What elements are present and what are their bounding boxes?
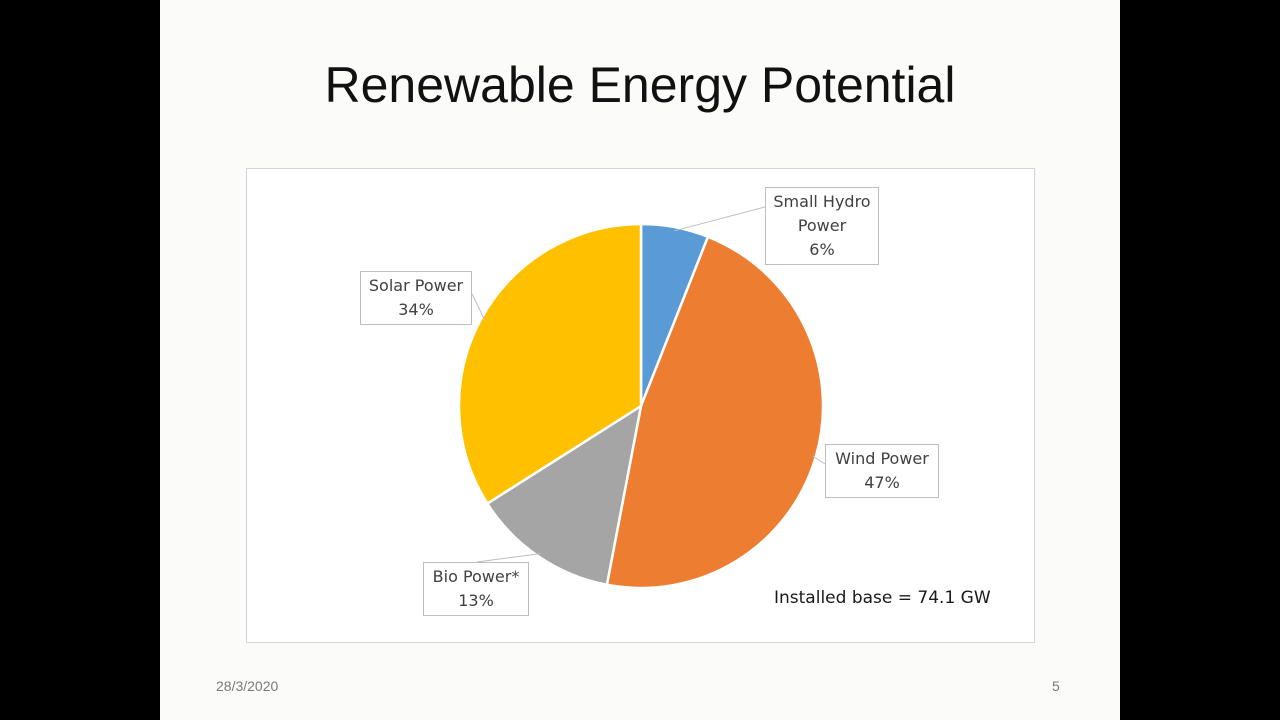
chart-area: Small Hydro Power 6% Wind Power 47% Bio … [246, 168, 1035, 643]
data-label-bio-name: Bio Power* [432, 567, 520, 586]
data-label-small-hydro-value: 6% [809, 240, 835, 259]
data-label-wind: Wind Power 47% [825, 444, 939, 498]
data-label-solar-name: Solar Power [368, 276, 464, 295]
pie-slice-wind [605, 235, 825, 590]
data-label-solar-value: 34% [398, 300, 434, 319]
leader-line [471, 293, 486, 321]
installed-base-note: Installed base = 74.1 GW [774, 588, 991, 608]
slide: Renewable Energy Potential Small Hydro P… [160, 0, 1120, 720]
pie-slice-bio [485, 403, 643, 587]
data-label-small-hydro: Small Hydro Power 6% [765, 187, 879, 265]
leader-line [674, 206, 766, 232]
slide-number: 5 [1052, 678, 1060, 694]
data-label-wind-value: 47% [864, 473, 900, 492]
slide-date: 28/3/2020 [216, 678, 279, 694]
leader-line [476, 553, 541, 563]
pie-slice-solar [457, 222, 643, 506]
leader-line [812, 455, 826, 465]
slide-title: Renewable Energy Potential [324, 57, 956, 113]
data-label-bio-value: 13% [458, 591, 494, 610]
data-label-small-hydro-line2: Power [797, 216, 847, 235]
pie-chart [457, 206, 826, 590]
data-label-small-hydro-line1: Small Hydro [773, 192, 871, 211]
data-label-solar: Solar Power 34% [360, 271, 472, 325]
data-label-bio: Bio Power* 13% [423, 562, 529, 616]
data-label-wind-name: Wind Power [835, 449, 929, 468]
